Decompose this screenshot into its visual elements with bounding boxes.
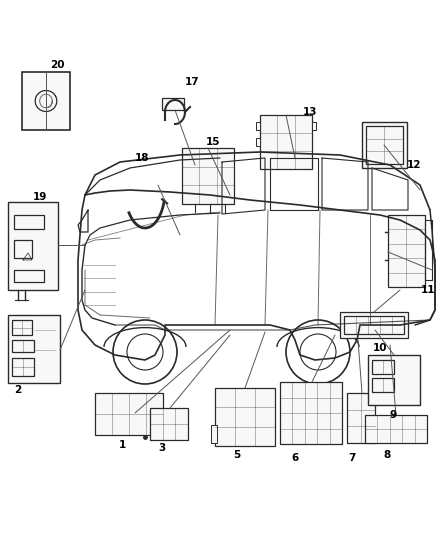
Bar — [343, 316, 403, 334]
Bar — [311, 122, 315, 130]
Bar — [259, 115, 311, 169]
Bar — [364, 415, 426, 443]
Bar — [14, 270, 44, 282]
Text: 6: 6 — [291, 453, 298, 463]
Text: 7: 7 — [347, 453, 355, 463]
Bar — [162, 98, 184, 110]
Bar — [346, 393, 374, 443]
Bar — [8, 315, 60, 383]
Bar — [150, 408, 187, 440]
Bar — [255, 122, 259, 130]
Bar — [339, 312, 407, 338]
Bar — [361, 122, 406, 168]
Bar — [211, 425, 216, 443]
Text: 2: 2 — [14, 385, 21, 395]
Bar — [365, 126, 402, 164]
Text: 1: 1 — [118, 440, 125, 450]
Bar — [14, 240, 32, 258]
Text: 12: 12 — [406, 160, 420, 170]
Text: 10: 10 — [372, 343, 386, 353]
Bar — [215, 388, 274, 446]
Bar — [12, 358, 34, 376]
Bar — [12, 320, 32, 335]
Text: 19: 19 — [33, 192, 47, 202]
Bar — [22, 72, 70, 130]
Bar — [255, 138, 259, 146]
Text: 11: 11 — [420, 285, 434, 295]
Text: 9: 9 — [389, 410, 396, 420]
Bar — [12, 340, 34, 352]
Bar — [279, 382, 341, 444]
Bar — [182, 148, 233, 204]
Bar — [95, 393, 162, 435]
Text: 3: 3 — [158, 443, 165, 453]
Text: 18: 18 — [134, 153, 149, 163]
Text: 20: 20 — [49, 60, 64, 70]
Bar — [371, 360, 393, 374]
Text: 15: 15 — [205, 137, 220, 147]
Text: 5: 5 — [233, 450, 240, 460]
Bar — [8, 202, 58, 290]
Bar — [387, 215, 424, 287]
Bar — [371, 378, 393, 392]
Text: 17: 17 — [184, 77, 199, 87]
Bar — [14, 215, 44, 229]
Bar — [367, 355, 419, 405]
Text: 13: 13 — [302, 107, 317, 117]
Text: 8: 8 — [382, 450, 390, 460]
